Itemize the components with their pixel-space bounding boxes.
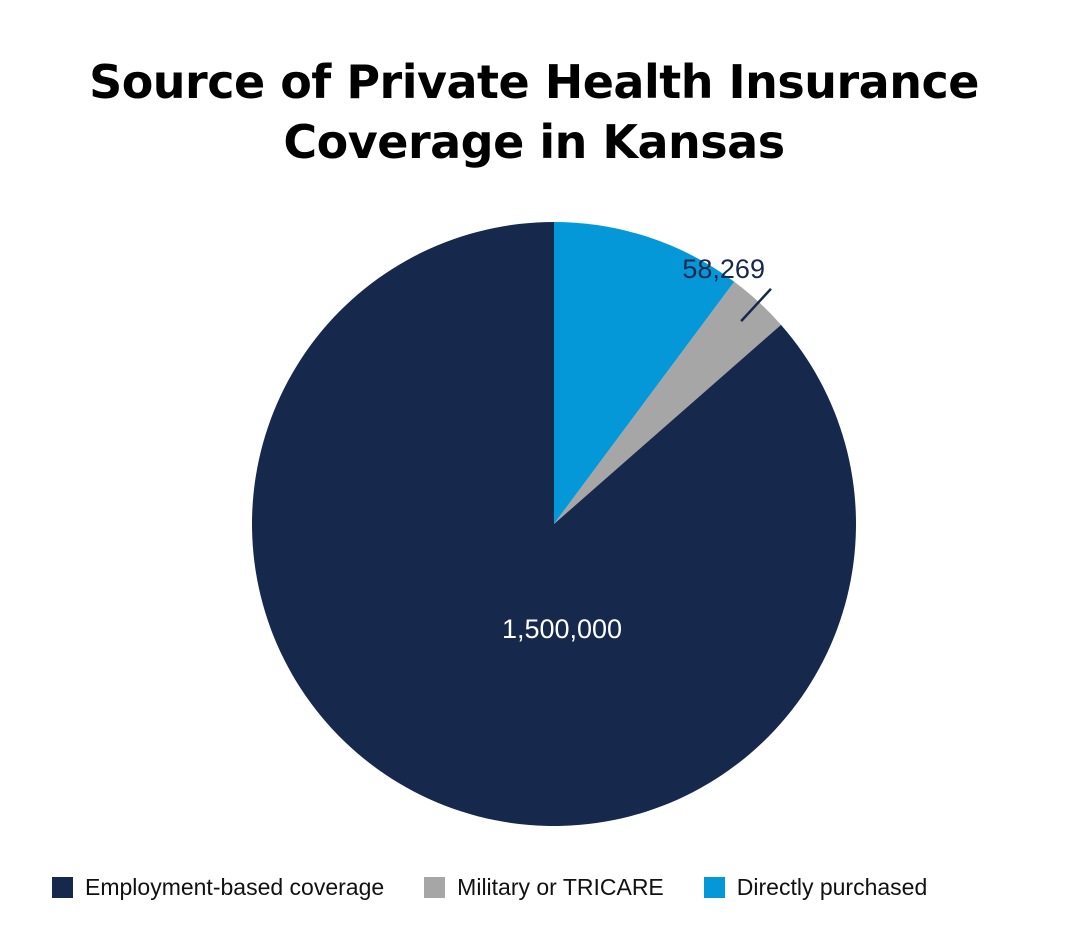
data-label-employment-based-coverage: 1,500,000 [502, 614, 622, 644]
legend-label-military-or-tricare: Military or TRICARE [457, 873, 664, 900]
pie-slice-employment-based-coverage [252, 222, 857, 826]
legend-item-military-or-tricare: Military or TRICARE [424, 874, 664, 901]
chart-title-line-1: Source of Private Health Insurance [89, 55, 979, 109]
data-label-military-or-tricare: 58,269 [682, 254, 765, 284]
legend-item-directly-purchased: Directly purchased [703, 873, 928, 901]
legend-swatch-employment-based-coverage [52, 876, 73, 898]
chart-title-line-2: Coverage in Kansas [283, 115, 785, 169]
legend-swatch-directly-purchased [703, 876, 725, 898]
pie-slice-directly-purchased [554, 222, 735, 524]
legend: Employment-based coverage Military or TRI… [52, 870, 967, 904]
pie-chart: 1,500,000 176,594 58,269 [252, 222, 857, 826]
legend-label-employment-based-coverage: Employment-based coverage [85, 873, 385, 900]
pie-slice-military-or-tricare [554, 281, 782, 524]
legend-label-directly-purchased: Directly purchased [736, 873, 928, 900]
legend-swatch-military-or-tricare [424, 876, 446, 898]
legend-item-employment-based-coverage: Employment-based coverage [52, 874, 384, 901]
data-label-directly-purchased: 176,594 [441, 282, 539, 312]
chart-title: Source of Private Health Insurance Cover… [0, 52, 1068, 172]
leader-line-military-or-tricare [740, 287, 772, 322]
